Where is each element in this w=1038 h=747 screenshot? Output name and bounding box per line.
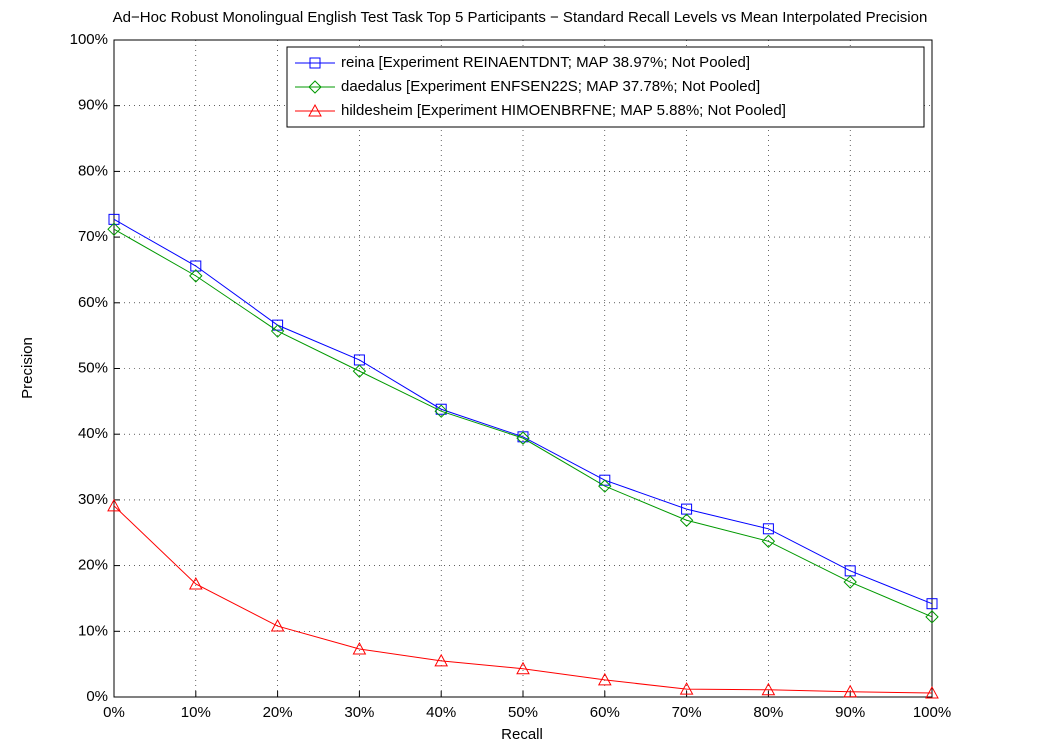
marker [843, 684, 858, 698]
chart-title: Ad−Hoc Robust Monolingual English Test T… [113, 9, 928, 26]
marker [925, 686, 939, 699]
marker [679, 682, 694, 695]
marker [352, 641, 367, 655]
marker [761, 682, 776, 696]
x-tick-label: 70% [672, 704, 702, 721]
x-tick-label: 0% [103, 704, 125, 721]
y-tick-label: 0% [86, 688, 108, 705]
x-tick-label: 50% [508, 704, 538, 721]
marker [189, 269, 203, 283]
x-tick-label: 90% [835, 704, 865, 721]
marker [926, 598, 938, 610]
marker [843, 575, 857, 589]
series-line [113, 228, 933, 618]
y-tick-label: 30% [78, 491, 108, 508]
x-tick-label: 80% [753, 704, 783, 721]
x-tick-label: 30% [344, 704, 374, 721]
y-tick-label: 50% [78, 359, 108, 376]
marker [434, 404, 448, 418]
marker [309, 57, 321, 69]
plot-area [114, 40, 932, 697]
marker [188, 576, 203, 590]
marker [679, 513, 694, 527]
axes-box [113, 39, 933, 698]
marker [190, 260, 202, 272]
series-line [113, 218, 933, 605]
legend-label: hildesheim [Experiment HIMOENBRFNE; MAP … [341, 102, 786, 119]
legend: reina [Experiment REINAENTDNT; MAP 38.97… [286, 46, 925, 128]
x-tick-label: 40% [426, 704, 456, 721]
marker [308, 103, 322, 117]
marker [107, 222, 121, 236]
y-tick-label: 70% [78, 228, 108, 245]
y-axis-label: Precision [19, 337, 36, 399]
marker [108, 213, 120, 225]
y-tick-label: 10% [78, 622, 108, 639]
legend-label: daedalus [Experiment ENFSEN22S; MAP 37.7… [341, 78, 760, 95]
marker [598, 479, 612, 493]
series-line [113, 505, 933, 694]
marker [107, 498, 121, 512]
marker [516, 431, 530, 445]
x-tick-label: 20% [263, 704, 293, 721]
x-axis-label: Recall [501, 726, 543, 743]
marker [516, 661, 530, 675]
y-tick-label: 40% [78, 425, 108, 442]
marker [761, 534, 776, 548]
marker [434, 653, 449, 667]
x-tick-label: 10% [181, 704, 211, 721]
y-tick-label: 20% [78, 557, 108, 574]
x-tick-label: 60% [590, 704, 620, 721]
marker [762, 523, 774, 535]
marker [270, 324, 285, 338]
y-tick-label: 90% [78, 97, 108, 114]
marker [308, 80, 322, 94]
y-tick-label: 80% [78, 162, 108, 179]
marker [599, 474, 611, 486]
legend-box [286, 46, 925, 128]
marker [597, 672, 612, 686]
marker [925, 610, 939, 624]
legend-label: reina [Experiment REINAENTDNT; MAP 38.97… [341, 54, 750, 71]
marker [272, 319, 284, 331]
marker [352, 364, 367, 378]
y-tick-label: 60% [78, 294, 108, 311]
y-tick-label: 100% [70, 31, 108, 48]
x-tick-label: 100% [913, 704, 951, 721]
marker [270, 618, 285, 632]
